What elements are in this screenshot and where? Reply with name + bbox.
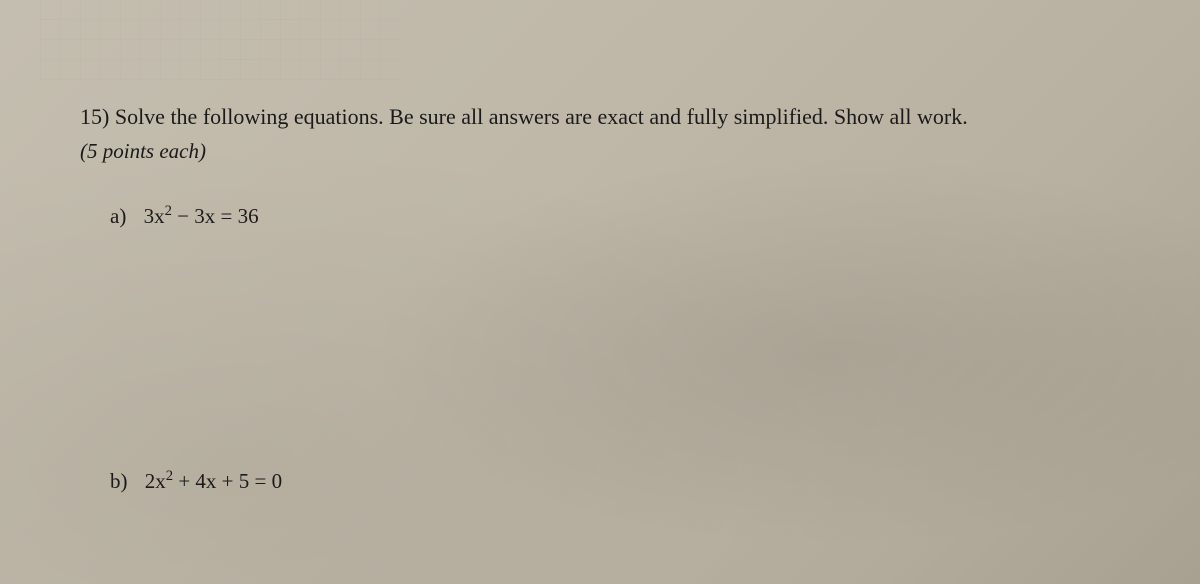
worksheet-content: 15) Solve the following equations. Be su… bbox=[0, 0, 1200, 534]
question-header: 15) Solve the following equations. Be su… bbox=[80, 100, 1120, 133]
question-number: 15) bbox=[80, 104, 109, 129]
part-a: a) 3x2 − 3x = 36 bbox=[110, 204, 1120, 229]
points-label: (5 points each) bbox=[80, 139, 1120, 164]
part-a-equation: 3x2 − 3x = 36 bbox=[144, 204, 259, 228]
part-b: b) 2x2 + 4x + 5 = 0 bbox=[110, 469, 1120, 494]
part-a-label: a) bbox=[110, 204, 126, 228]
question-prompt: Solve the following equations. Be sure a… bbox=[115, 104, 968, 129]
part-b-equation: 2x2 + 4x + 5 = 0 bbox=[145, 469, 282, 493]
part-b-label: b) bbox=[110, 469, 128, 493]
